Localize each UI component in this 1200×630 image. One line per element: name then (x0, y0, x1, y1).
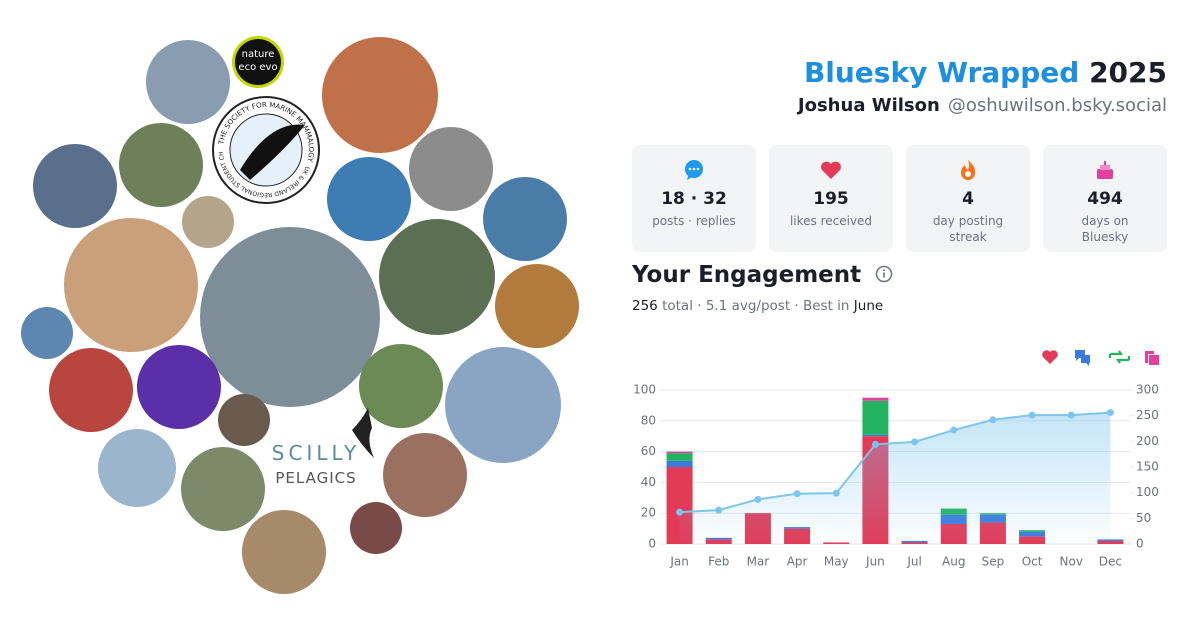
x-tick-label: Feb (708, 555, 729, 569)
stat-label: day posting streak (932, 214, 1004, 244)
line-point (989, 416, 997, 424)
stat-label: likes received (789, 214, 873, 228)
line-point (1028, 411, 1036, 419)
icon (961, 160, 976, 180)
logo-whale (240, 124, 305, 180)
logo-nature-inner (235, 39, 281, 85)
y-tick-label: 0 (648, 537, 656, 551)
line-point (911, 438, 919, 446)
x-tick-label: Dec (1099, 555, 1122, 569)
avatars (21, 37, 579, 594)
line-point (871, 440, 879, 448)
logo-text: PELAGICS (275, 469, 356, 487)
stat-label: posts · replies (652, 214, 736, 228)
x-tick-label: Jun (865, 555, 885, 569)
title: Bluesky Wrapped 2025 (804, 56, 1167, 89)
legend-quote[interactable] (1145, 351, 1159, 365)
stat-card: 18 · 32 posts · replies (632, 145, 756, 252)
y2-tick-label: 150 (1136, 460, 1159, 474)
y2-tick-label: 100 (1136, 485, 1159, 499)
icon (685, 160, 703, 180)
y-tick-label: 40 (641, 475, 656, 489)
section-title: Your Engagement (632, 262, 893, 288)
legend-reply[interactable] (1075, 350, 1090, 366)
line-point (715, 506, 723, 514)
logo-text: eco evo (238, 62, 277, 73)
stat-card: 195 likes received (769, 145, 893, 252)
x-tick-label: Aug (942, 555, 965, 569)
y2-tick-label: 300 (1136, 383, 1159, 397)
line-point (950, 426, 958, 434)
bar-segment (666, 453, 693, 461)
x-tick-label: Nov (1060, 555, 1083, 569)
display-name: Joshua Wilson (797, 95, 940, 116)
handle: @oshuwilson.bsky.social (947, 95, 1167, 116)
y2-tick-label: 200 (1136, 434, 1159, 448)
summary-best: June (853, 298, 884, 314)
profile: Joshua Wilson @oshuwilson.bsky.social (798, 95, 1167, 116)
x-tick-label: Jul (906, 555, 921, 569)
x-tick-label: Apr (787, 555, 808, 569)
line-area (679, 412, 1111, 544)
legend-repost[interactable] (1108, 350, 1131, 364)
x-tick-label: May (824, 555, 849, 569)
y-tick-label: 100 (633, 383, 656, 397)
title-brand: Bluesky Wrapped (803, 56, 1080, 89)
stat-card: 494 days on Bluesky (1043, 145, 1167, 252)
stat-value: 4 (962, 189, 974, 209)
line-point (1067, 411, 1075, 419)
line-point (1106, 409, 1114, 417)
summary: 256 total · 5.1 avg/post · Best in June (632, 298, 883, 314)
legend-like[interactable] (1042, 350, 1058, 364)
line-point (832, 489, 840, 497)
x-tick-label: Jan (669, 555, 689, 569)
x-tick-label: Mar (747, 555, 770, 569)
icon (1097, 161, 1113, 179)
y2-tick-label: 50 (1136, 511, 1151, 525)
stat-value: 195 (813, 189, 849, 209)
line-point (754, 495, 762, 503)
logo-text: SCILLY (272, 441, 360, 465)
y-tick-label: 60 (641, 444, 656, 458)
logo-text: nature (242, 49, 275, 60)
x-tick-label: Oct (1022, 555, 1043, 569)
stat-card: 4 day posting streak (906, 145, 1030, 252)
section-title-text: Your Engagement (632, 262, 862, 288)
bar-segment (862, 400, 889, 435)
avatar-collage: nature eco evo THE SOCIETY FOR MARINE MA… (0, 0, 579, 594)
summary-text: total · 5.1 avg/post · Best in (662, 298, 850, 314)
stat-value: 494 (1087, 189, 1123, 209)
legend (1042, 350, 1159, 366)
chart: 0 20 40 60 80 100 0 50 100 150 200 250 300 Jan Feb Mar A… (633, 350, 1159, 569)
bar-segment (666, 451, 693, 454)
stat-value: 18 · 32 (661, 189, 727, 209)
y2-tick-label: 0 (1136, 537, 1144, 551)
y-tick-label: 80 (641, 413, 656, 427)
bar-segment (666, 460, 693, 467)
icon (821, 161, 841, 179)
bar-segment (862, 434, 889, 437)
y-tick-label: 20 (641, 506, 656, 520)
stat-label: days on Bluesky (1081, 214, 1129, 244)
info-icon[interactable] (875, 265, 893, 283)
line-point (676, 508, 684, 516)
x-tick-label: Sep (982, 555, 1005, 569)
y2-tick-label: 250 (1136, 408, 1159, 422)
line (679, 411, 1111, 514)
bar-segment (862, 397, 889, 401)
line-point (793, 490, 801, 498)
logo-bird (352, 408, 374, 458)
summary-total: 256 (632, 298, 658, 314)
title-year: 2025 (1089, 56, 1167, 89)
